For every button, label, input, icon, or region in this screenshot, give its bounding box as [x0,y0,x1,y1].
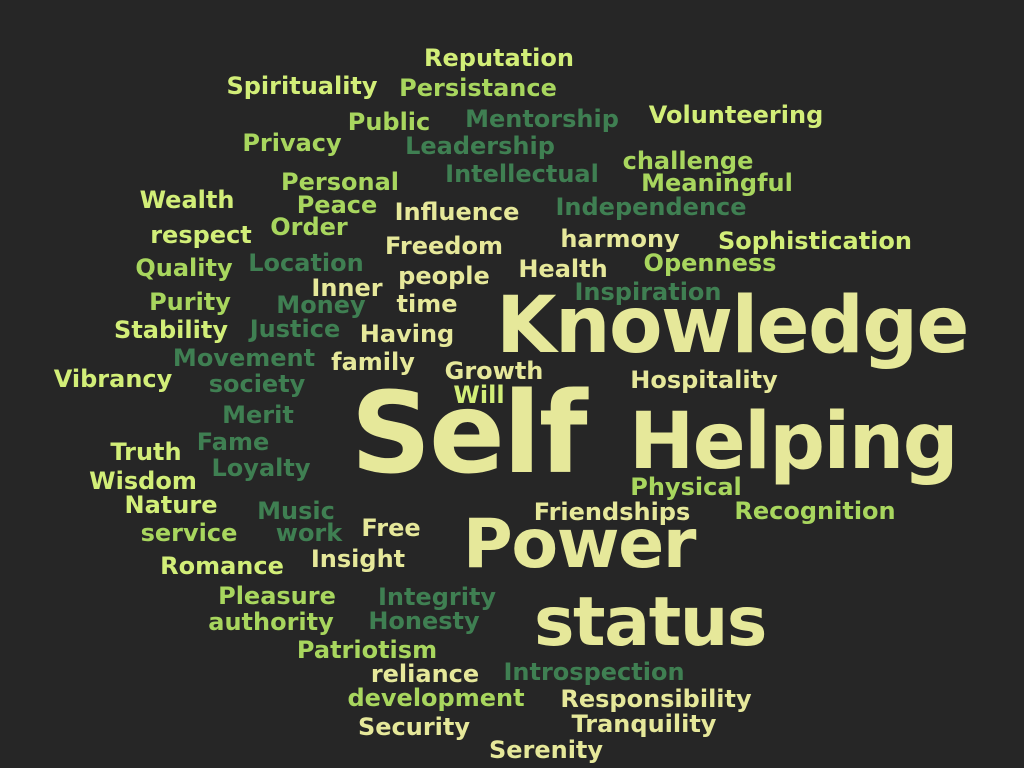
word-authority: authority [208,608,334,636]
word-responsibility: Responsibility [560,685,752,713]
word-sophistication: Sophistication [718,227,912,255]
word-work: work [275,519,343,547]
word-music: Music [257,497,335,525]
word-having: Having [359,320,455,348]
word-romance: Romance [160,552,284,580]
word-patriotism: Patriotism [296,636,438,664]
word-personal: Personal [281,168,399,196]
word-mentorship: Mentorship [465,105,619,133]
word-privacy: Privacy [242,129,342,157]
word-money: Money [276,291,366,319]
word-volunteering: Volunteering [648,101,824,129]
word-purity: Purity [149,288,231,316]
word-reliance: reliance [370,660,480,688]
word-openness: Openness [643,249,777,277]
word-free: Free [361,514,421,542]
word-nature: Nature [124,491,218,519]
word-freedom: Freedom [385,232,503,260]
word-public: Public [347,108,431,136]
word-recognition: Recognition [734,497,896,525]
word-growth: Growth [444,357,544,385]
word-family: family [331,348,415,376]
word-integrity: Integrity [377,583,497,611]
word-inner: Inner [311,274,383,302]
word-power: Power [462,505,697,584]
word-will: Will [453,381,505,409]
word-pleasure: Pleasure [218,582,336,610]
word-meaningful: Meaningful [641,169,793,197]
word-security: Security [357,713,471,741]
word-health: Health [518,255,608,283]
word-time: time [396,290,458,318]
word-order: Order [270,213,348,241]
word-spirituality: Spirituality [226,72,378,100]
word-peace: Peace [296,191,378,219]
word-justice: Justice [249,315,341,343]
word-status: status [533,583,767,662]
word-location: Location [248,249,364,277]
word-stability: Stability [114,316,228,344]
word-tranquility: Tranquility [571,710,717,738]
word-knowledge: Knowledge [496,281,969,371]
word-wisdom: Wisdom [89,467,197,495]
word-persistance: Persistance [399,74,557,102]
word-service: service [140,519,238,547]
word-leadership: Leadership [405,132,555,160]
word-wealth: Wealth [139,186,235,214]
word-influence: Influence [394,198,520,226]
word-introspection: Introspection [503,658,685,686]
word-serenity: Serenity [488,736,604,764]
word-independence: Independence [555,193,747,221]
word-development: development [347,684,525,712]
word-fame: Fame [196,428,270,456]
word-friendships: Friendships [533,498,691,526]
word-society: society [208,370,306,398]
word-vibrancy: Vibrancy [53,365,173,393]
word-respect: respect [150,221,252,249]
word-intellectual: Intellectual [445,160,599,188]
word-insight: Insight [310,545,406,573]
word-quality: Quality [135,254,233,282]
word-challenge: challenge [622,147,754,175]
word-merit: Merit [222,401,294,429]
word-hospitality: Hospitality [630,366,778,394]
word-reputation: Reputation [424,44,574,72]
word-helping: Helping [629,397,958,487]
word-inspiration: Inspiration [574,278,722,306]
word-physical: Physical [630,473,742,501]
word-people: people [398,262,490,290]
word-truth: Truth [110,438,182,466]
word-harmony: harmony [560,225,680,253]
word-self: Self [350,369,588,499]
word-loyalty: Loyalty [211,454,311,482]
word-movement: Movement [172,344,316,372]
word-honesty: Honesty [368,607,480,635]
